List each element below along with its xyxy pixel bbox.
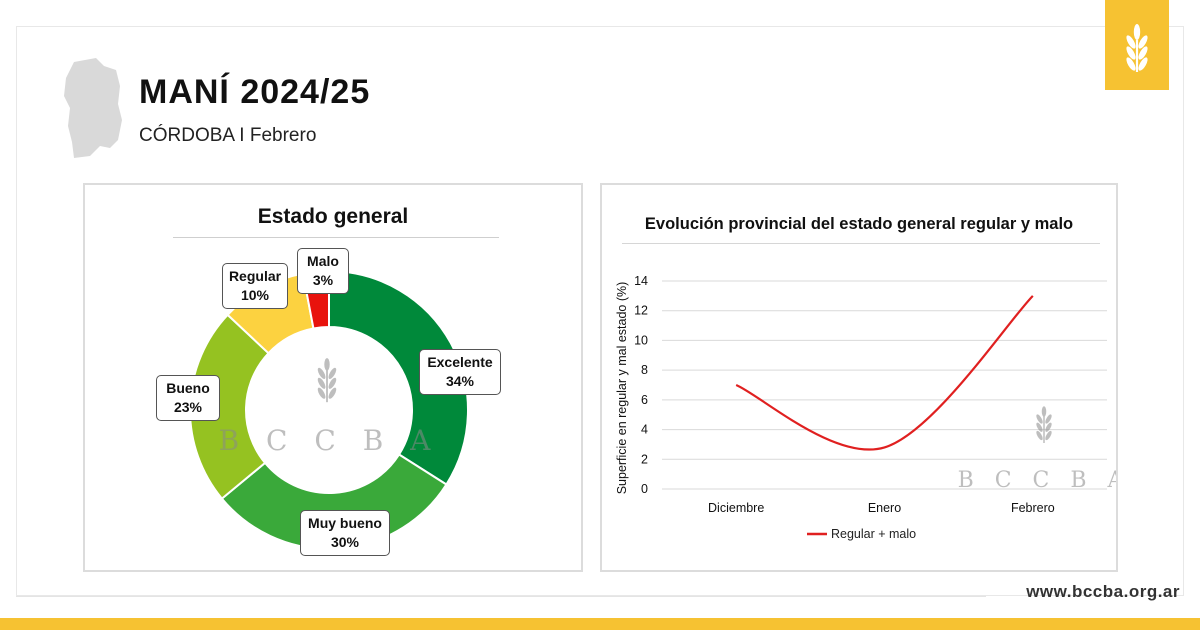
donut-title: Estado general xyxy=(257,205,409,228)
y-axis-label: Superficie en regular y mal estado (%) xyxy=(615,282,629,495)
x-tick-label: Enero xyxy=(868,501,901,515)
data-label-value: 34% xyxy=(445,373,475,389)
data-label-malo: Malo 3% xyxy=(297,248,349,294)
y-tick-label: 10 xyxy=(634,333,648,347)
data-label-bueno: Bueno 23% xyxy=(156,375,220,421)
legend-label: Regular + malo xyxy=(831,527,916,541)
page-title: MANÍ 2024/25 xyxy=(139,73,371,111)
data-label-value: 3% xyxy=(312,272,334,288)
data-label-value: 10% xyxy=(240,287,270,303)
donut-watermark: B C C B A xyxy=(219,358,440,457)
data-label-category: Regular xyxy=(228,268,282,284)
series-line-regular-malo xyxy=(735,295,1034,451)
legend: Regular + malo xyxy=(807,527,916,541)
cordoba-map-icon xyxy=(64,58,122,158)
y-tick-label: 8 xyxy=(641,363,648,377)
data-label-category: Bueno xyxy=(166,380,210,396)
data-label-excelente: Excelente 34% xyxy=(419,349,501,395)
data-label-muy-bueno: Muy bueno 30% xyxy=(300,510,390,556)
data-label-category: Malo xyxy=(307,253,339,269)
data-label-value: 23% xyxy=(173,399,203,415)
page-subtitle: CÓRDOBA I Febrero xyxy=(139,125,317,146)
wheat-icon xyxy=(1036,406,1052,443)
data-label-category: Muy bueno xyxy=(308,515,382,531)
y-tick-label: 12 xyxy=(634,304,648,318)
bottom-bar xyxy=(0,618,1200,630)
donut-panel: Estado general B C C B A Excelente 34% Muy… xyxy=(83,183,583,572)
y-tick-label: 6 xyxy=(641,393,648,407)
data-label-value: 30% xyxy=(330,534,360,550)
y-tick-label: 4 xyxy=(641,423,648,437)
wheat-icon xyxy=(317,358,337,403)
donut-chart: B C C B A xyxy=(189,269,469,550)
line-watermark: B C C B A xyxy=(958,406,1116,493)
y-tick-label: 2 xyxy=(641,452,648,466)
x-tick-label: Febrero xyxy=(1011,501,1055,515)
line-title-rule xyxy=(622,243,1100,244)
footer-url[interactable]: www.bccba.org.ar xyxy=(1026,582,1180,601)
wheat-icon xyxy=(1126,24,1148,72)
y-tick-label: 14 xyxy=(634,274,648,288)
line-chart-title: Evolución provincial del estado general … xyxy=(644,215,1074,233)
card-frame xyxy=(16,26,1184,596)
footer-rule xyxy=(16,596,986,597)
data-label-regular: Regular 10% xyxy=(222,263,288,309)
watermark-text: B C C B A xyxy=(219,424,440,457)
y-tick-label: 0 xyxy=(641,482,648,496)
x-tick-label: Diciembre xyxy=(708,501,764,515)
data-label-category: Excelente xyxy=(427,354,493,370)
watermark-text: B C C B A xyxy=(958,468,1116,493)
slice-bueno xyxy=(189,313,270,501)
brand-logo xyxy=(1105,0,1169,90)
donut-title-rule xyxy=(173,237,499,238)
line-chart: 0 2 4 6 8 10 12 14 Diciembre Enero Febrero Superf… xyxy=(615,274,1116,541)
line-panel: Evolución provincial del estado general … xyxy=(600,183,1118,572)
slice-excelente xyxy=(328,269,469,486)
